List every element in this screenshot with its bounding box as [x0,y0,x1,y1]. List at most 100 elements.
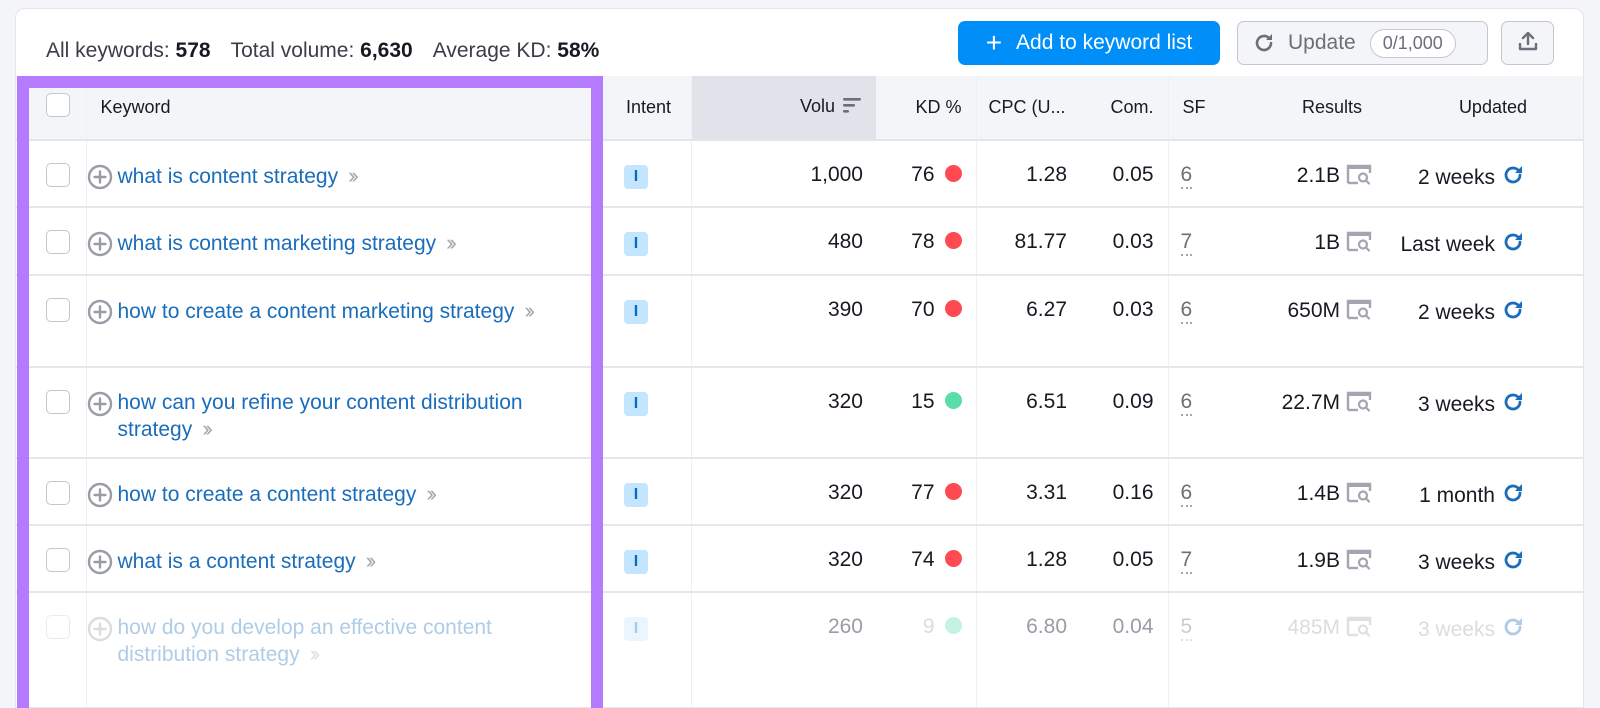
export-icon [1516,29,1540,58]
keyword-details-chevron-icon[interactable]: ›› [365,548,376,573]
total-volume-stat: Total volume: 6,630 [230,39,413,62]
add-keyword-icon[interactable] [87,616,113,642]
refresh-keyword-icon[interactable] [1501,163,1525,193]
add-keyword-icon[interactable] [87,391,113,417]
add-keyword-icon[interactable] [87,549,113,575]
keyword-details-chevron-icon[interactable]: ›› [446,230,456,255]
column-header-kd[interactable]: KD % [876,76,977,141]
sf-cell: 6 [1168,140,1221,208]
volume-cell: 1,000 [691,140,876,208]
keyword-cell: how can you refine your content distribu… [86,367,604,459]
keyword-details-chevron-icon[interactable]: ›› [524,298,534,323]
add-keyword-icon[interactable] [87,231,113,257]
row-checkbox[interactable] [46,481,70,505]
column-header-com[interactable]: Com. [1081,76,1169,141]
keyword-table-card: All keywords: 578 Total volume: 6,630 Av… [15,8,1584,708]
row-checkbox[interactable] [46,230,70,254]
serp-features-count[interactable]: 6 [1180,481,1193,507]
keyword-link[interactable]: how can you refine your content distribu… [117,391,523,441]
kd-cell: 76 [876,140,977,208]
updated-cell: 3 weeks [1376,525,1541,593]
intent-badge[interactable]: I [624,550,648,574]
table-row: how can you refine your content distribu… [16,367,1583,459]
kd-difficulty-dot [944,300,962,317]
keyword-link[interactable]: what is content marketing strategy [117,232,437,255]
kd-value: 9 [922,615,935,638]
kd-cell: 77 [876,458,977,526]
serp-preview-icon[interactable] [1346,163,1372,191]
intent-badge[interactable]: I [624,300,648,324]
keyword-cell: what is content marketing strategy ›› [86,207,604,276]
serp-features-count[interactable]: 6 [1180,390,1193,416]
cpc-cell: 81.77 [976,207,1081,276]
row-checkbox[interactable] [46,163,70,187]
com-cell: 0.04 [1081,592,1169,708]
column-header-results[interactable]: Results [1221,76,1376,141]
intent-badge[interactable]: I [624,617,648,641]
select-all-checkbox[interactable] [46,93,70,117]
refresh-keyword-icon[interactable] [1501,390,1525,420]
add-to-keyword-list-button[interactable]: + Add to keyword list [958,21,1220,65]
serp-features-count[interactable]: 5 [1180,615,1193,641]
column-header-updated[interactable]: Updated [1376,76,1541,141]
volume-cell: 260 [691,592,876,708]
serp-preview-icon[interactable] [1346,230,1372,258]
serp-features-count[interactable]: 6 [1180,163,1193,189]
table-row: how to create a content marketing strate… [16,275,1583,368]
export-button[interactable] [1501,21,1554,65]
add-keyword-icon[interactable] [87,164,113,190]
add-keyword-icon[interactable] [87,482,113,508]
updated-value: 2 weeks [1417,166,1495,189]
volume-cell: 320 [691,367,876,459]
kd-cell: 15 [876,367,977,459]
serp-preview-icon[interactable] [1346,615,1372,643]
intent-badge[interactable]: I [624,392,648,416]
serp-features-count[interactable]: 7 [1180,548,1193,574]
keyword-details-chevron-icon[interactable]: ›› [202,416,212,441]
refresh-keyword-icon[interactable] [1501,481,1525,511]
keyword-details-chevron-icon[interactable]: ›› [426,481,436,506]
keyword-link[interactable]: what is a content strategy [117,550,356,573]
row-checkbox[interactable] [46,548,70,572]
column-header-keyword[interactable]: Keyword [86,76,604,141]
refresh-icon [1252,31,1276,55]
refresh-keyword-icon[interactable] [1501,615,1525,645]
serp-features-count[interactable]: 7 [1180,230,1193,256]
column-header-sf[interactable]: SF [1168,76,1221,141]
keyword-link[interactable]: how to create a content strategy [117,483,417,506]
keyword-link[interactable]: how do you develop an effective content … [117,616,492,666]
add-keyword-icon[interactable] [87,299,113,325]
column-header-cpc[interactable]: CPC (U... [976,76,1081,141]
results-value: 1B [1314,231,1340,254]
serp-preview-icon[interactable] [1346,298,1372,326]
serp-features-count[interactable]: 6 [1180,298,1193,324]
keyword-link[interactable]: what is content strategy [117,165,339,188]
row-checkbox[interactable] [46,298,70,322]
column-header-intent[interactable]: Intent [604,76,692,141]
volume-cell: 320 [691,525,876,593]
refresh-keyword-icon[interactable] [1501,230,1525,260]
cpc-cell: 6.80 [976,592,1081,708]
keyword-cell: what is content strategy ›› [86,140,604,208]
all-keywords-stat: All keywords: 578 [46,39,211,62]
column-header-volume[interactable]: Volu [691,76,876,141]
intent-badge[interactable]: I [624,165,648,189]
refresh-keyword-icon[interactable] [1501,298,1525,328]
intent-cell: I [604,367,692,459]
intent-badge[interactable]: I [624,232,648,256]
row-checkbox[interactable] [46,390,70,414]
serp-preview-icon[interactable] [1346,390,1372,418]
row-checkbox[interactable] [46,615,70,639]
serp-preview-icon[interactable] [1346,481,1372,509]
updated-cell: 1 month [1376,458,1541,526]
updated-cell: 3 weeks [1376,367,1541,459]
keyword-details-chevron-icon[interactable]: ›› [309,641,320,666]
update-button[interactable]: Update 0/1,000 [1237,21,1488,65]
keyword-link[interactable]: how to create a content marketing strate… [117,300,515,323]
kd-difficulty-dot [944,165,962,182]
table-row: how do you develop an effective content … [16,592,1583,708]
keyword-details-chevron-icon[interactable]: ›› [348,163,358,188]
intent-badge[interactable]: I [624,483,648,507]
refresh-keyword-icon[interactable] [1501,548,1525,578]
serp-preview-icon[interactable] [1346,548,1372,576]
